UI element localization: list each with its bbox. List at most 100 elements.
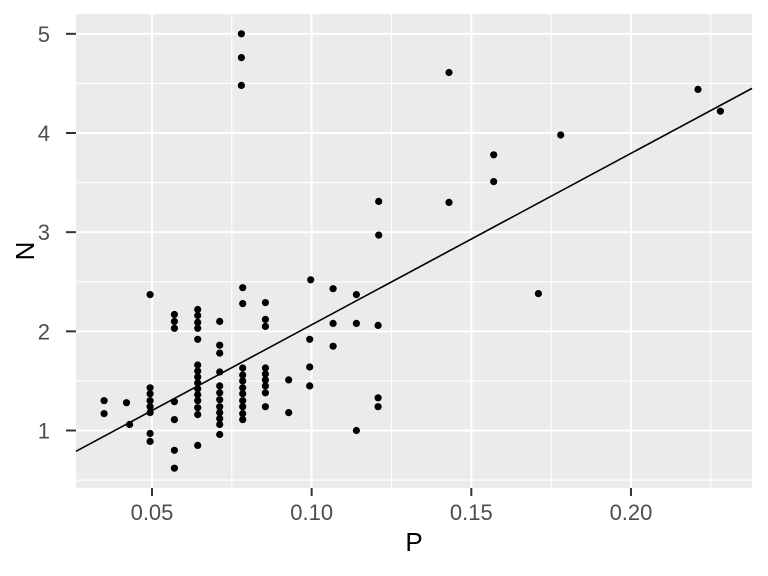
data-point bbox=[194, 373, 202, 381]
data-point bbox=[306, 363, 314, 371]
data-point bbox=[100, 410, 108, 418]
data-point bbox=[375, 197, 383, 205]
data-points bbox=[100, 30, 725, 472]
x-axis-title: P bbox=[405, 527, 422, 557]
data-point bbox=[216, 420, 224, 429]
data-point bbox=[146, 397, 154, 405]
data-point bbox=[194, 361, 202, 369]
data-point bbox=[239, 416, 247, 424]
data-point bbox=[194, 318, 202, 326]
data-point bbox=[100, 397, 108, 405]
data-point bbox=[216, 396, 224, 404]
data-point bbox=[194, 397, 202, 405]
data-point bbox=[194, 305, 202, 314]
data-point bbox=[261, 370, 269, 378]
data-point bbox=[194, 411, 202, 419]
data-point bbox=[375, 231, 383, 239]
data-point bbox=[352, 319, 360, 327]
data-point bbox=[557, 131, 565, 139]
data-point bbox=[239, 284, 247, 292]
data-point bbox=[239, 377, 247, 385]
data-point bbox=[146, 437, 154, 445]
data-point bbox=[239, 384, 247, 392]
data-point bbox=[261, 376, 269, 384]
data-point bbox=[445, 198, 453, 206]
panel-background bbox=[76, 14, 752, 488]
data-point bbox=[146, 429, 154, 438]
axis-tick-marks bbox=[66, 32, 632, 496]
y-tick-label: 4 bbox=[38, 121, 50, 146]
data-point bbox=[261, 315, 269, 323]
data-point bbox=[237, 30, 245, 38]
data-point bbox=[194, 404, 202, 412]
data-point bbox=[306, 335, 314, 343]
regression-line bbox=[75, 87, 753, 453]
data-point bbox=[170, 310, 178, 319]
data-point bbox=[122, 399, 131, 407]
data-point bbox=[306, 382, 314, 390]
data-point bbox=[239, 410, 247, 418]
data-point bbox=[261, 322, 269, 330]
data-point bbox=[194, 335, 202, 343]
data-point bbox=[216, 403, 224, 411]
data-point bbox=[216, 415, 224, 423]
data-point bbox=[490, 178, 498, 186]
data-point bbox=[216, 349, 224, 357]
data-point bbox=[237, 81, 245, 89]
data-point bbox=[694, 85, 702, 93]
data-point bbox=[374, 394, 382, 402]
data-point bbox=[352, 291, 360, 299]
data-point bbox=[216, 409, 224, 417]
data-point bbox=[216, 341, 224, 349]
data-point bbox=[194, 441, 202, 449]
data-point bbox=[216, 430, 224, 439]
data-point bbox=[261, 382, 269, 390]
data-point bbox=[239, 397, 247, 405]
data-point bbox=[285, 409, 293, 417]
data-point bbox=[194, 391, 202, 399]
data-point bbox=[216, 389, 224, 397]
major-gridlines bbox=[76, 14, 752, 488]
data-point bbox=[170, 416, 178, 424]
y-axis-tick-labels: 1 2 3 4 5 bbox=[38, 22, 50, 444]
data-point bbox=[239, 300, 247, 308]
data-point bbox=[194, 367, 202, 375]
data-point bbox=[194, 324, 202, 332]
data-point bbox=[237, 54, 245, 62]
y-tick-label: 1 bbox=[38, 418, 50, 443]
data-point bbox=[534, 290, 543, 298]
data-point bbox=[170, 446, 178, 454]
data-point bbox=[374, 321, 382, 329]
x-tick-label: 0.05 bbox=[131, 500, 174, 525]
data-point bbox=[146, 403, 154, 411]
data-point bbox=[374, 403, 382, 411]
y-axis-title: N bbox=[10, 242, 40, 261]
data-point bbox=[146, 390, 154, 398]
data-point bbox=[216, 382, 224, 390]
y-tick-label: 5 bbox=[38, 22, 50, 47]
x-axis-tick-labels: 0.05 0.10 0.15 0.20 bbox=[131, 500, 653, 525]
data-point bbox=[329, 285, 337, 293]
data-point bbox=[239, 403, 247, 411]
data-point bbox=[239, 364, 247, 372]
data-point bbox=[352, 426, 360, 435]
data-point bbox=[170, 317, 178, 325]
data-point bbox=[285, 376, 293, 384]
x-tick-label: 0.20 bbox=[610, 500, 653, 525]
data-point bbox=[216, 317, 224, 325]
data-point bbox=[329, 342, 337, 350]
x-tick-label: 0.15 bbox=[450, 500, 493, 525]
data-point bbox=[146, 291, 154, 299]
data-point bbox=[329, 319, 337, 327]
data-point bbox=[239, 390, 247, 398]
x-tick-label: 0.10 bbox=[290, 500, 333, 525]
data-point bbox=[716, 107, 725, 115]
data-point bbox=[261, 299, 269, 307]
y-tick-label: 2 bbox=[38, 319, 50, 344]
data-point bbox=[170, 464, 178, 472]
data-point bbox=[445, 68, 453, 77]
data-point bbox=[261, 364, 269, 372]
y-tick-label: 3 bbox=[38, 220, 50, 245]
